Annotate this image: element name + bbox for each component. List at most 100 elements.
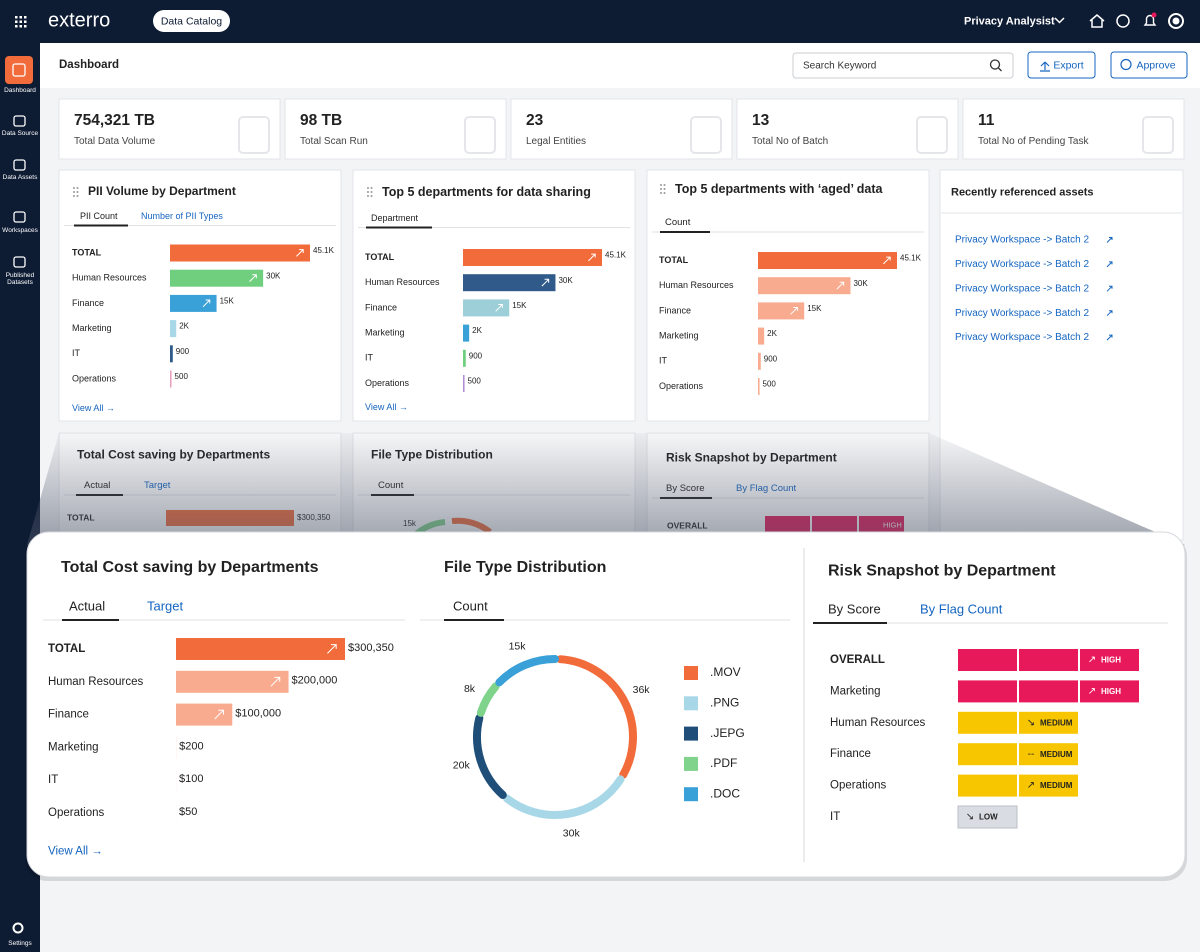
card-title: Top 5 departments with ‘aged’ data xyxy=(675,182,883,196)
risk-level: HIGH xyxy=(1101,687,1121,696)
category-label: Operations xyxy=(72,373,117,383)
sidebar-icon xyxy=(13,115,26,127)
donut-segment xyxy=(476,682,500,717)
tab[interactable]: Count xyxy=(665,217,691,228)
category-label: Marketing xyxy=(48,741,99,753)
kpi-label: Legal Entities xyxy=(526,136,586,147)
search-icon xyxy=(998,67,1002,72)
tab[interactable]: PII Count xyxy=(80,211,118,221)
asset-link[interactable]: Privacy Workspace -> Batch 2 xyxy=(955,332,1089,343)
bell-dot xyxy=(1151,12,1157,18)
search-placeholder: Search Keyword xyxy=(803,61,876,72)
sidebar-item[interactable]: Workspaces xyxy=(2,227,38,234)
risk-trend: ↘ xyxy=(966,812,974,823)
tab[interactable]: By Flag Count xyxy=(920,601,1003,616)
kpi-value: 11 xyxy=(978,112,995,129)
trend-icon xyxy=(214,709,224,720)
view-all-link[interactable]: View All → xyxy=(365,402,408,412)
tab[interactable]: Target xyxy=(147,598,184,613)
risk-bar xyxy=(958,711,1078,734)
legend-swatch xyxy=(684,787,698,802)
settings[interactable]: Settings xyxy=(8,940,32,947)
value-label: 900 xyxy=(469,351,483,360)
value-label: 45.1K xyxy=(900,254,922,263)
legend-swatch xyxy=(684,756,698,771)
asset-link[interactable]: Privacy Workspace -> Batch 2 xyxy=(955,235,1089,246)
bar xyxy=(176,670,289,693)
card-title: Total Cost saving by Departments xyxy=(61,559,319,576)
logo: exterro xyxy=(48,9,110,31)
apps-icon xyxy=(19,16,22,19)
risk-trend: ↗ xyxy=(1088,655,1096,666)
asset-link[interactable]: Privacy Workspace -> Batch 2 xyxy=(955,283,1089,294)
value-label: $50 xyxy=(179,806,197,818)
apps-icon xyxy=(15,20,18,23)
tab[interactable]: Number of PII Types xyxy=(141,211,223,221)
card-title: Top 5 departments for data sharing xyxy=(382,185,591,199)
user-menu[interactable]: Privacy Analysist xyxy=(964,15,1055,27)
bar xyxy=(463,375,465,392)
kpi-icon xyxy=(1142,116,1174,154)
view-all-link[interactable]: View All → xyxy=(72,403,115,413)
button[interactable] xyxy=(1110,51,1188,79)
asset-link[interactable]: Privacy Workspace -> Batch 2 xyxy=(955,308,1089,319)
trend-icon xyxy=(836,281,845,290)
category-label: Finance xyxy=(659,305,691,315)
drag-handle xyxy=(76,195,79,197)
apps-icon xyxy=(15,16,18,19)
avatar[interactable] xyxy=(1168,13,1184,29)
tab[interactable]: Count xyxy=(453,598,488,613)
tab[interactable]: Department xyxy=(371,213,419,223)
trend-icon xyxy=(1106,237,1113,243)
category-label: Finance xyxy=(48,709,89,721)
home-icon[interactable] xyxy=(1089,14,1105,28)
category-label: Operations xyxy=(365,378,410,388)
risk-bar xyxy=(958,774,1078,797)
bell-icon[interactable] xyxy=(1143,14,1157,26)
kpi-icon xyxy=(464,116,496,154)
drag-handle xyxy=(367,191,369,193)
bar xyxy=(758,352,761,370)
drag-handle xyxy=(367,195,369,197)
legend-swatch xyxy=(684,696,698,711)
view-all-link[interactable]: View All → xyxy=(48,846,103,858)
button-label[interactable]: Export xyxy=(1053,59,1083,71)
risk-trend: -- xyxy=(1028,749,1035,760)
button-label[interactable]: Approve xyxy=(1136,59,1175,71)
risk-level: MEDIUM xyxy=(1040,718,1073,727)
card-title: File Type Distribution xyxy=(444,559,606,576)
value-label: 2K xyxy=(472,326,482,335)
donut-segment xyxy=(556,655,637,779)
bar xyxy=(758,378,760,395)
value-label: $100,000 xyxy=(235,708,281,720)
card xyxy=(646,169,930,422)
risk-level: MEDIUM xyxy=(1040,781,1073,790)
trend-icon xyxy=(541,278,550,287)
kpi-icon xyxy=(690,116,722,154)
tab[interactable]: By Score xyxy=(828,601,881,616)
sidebar-item[interactable]: Data Assets xyxy=(2,174,38,181)
category-label: Marketing xyxy=(830,685,881,697)
category-label: Human Resources xyxy=(830,717,925,729)
sidebar-item[interactable]: Dashboard xyxy=(4,87,36,94)
trend-icon xyxy=(1106,261,1113,268)
drag-handle xyxy=(73,187,75,189)
sidebar-item[interactable]: Data Source xyxy=(1,130,39,137)
kpi-card xyxy=(736,98,959,160)
tab[interactable]: Actual xyxy=(69,598,105,613)
category-label: IT xyxy=(365,353,374,363)
trend-icon xyxy=(790,307,798,315)
asset-link[interactable]: Privacy Workspace -> Batch 2 xyxy=(955,259,1089,270)
card-title: Recently referenced assets xyxy=(951,186,1093,198)
category-label: Human Resources xyxy=(48,676,143,688)
search-box[interactable] xyxy=(792,52,1014,79)
legend-label: .PDF xyxy=(710,756,737,770)
export-icon xyxy=(1040,61,1050,72)
drag-handle xyxy=(73,195,75,197)
bar xyxy=(463,274,556,292)
sidebar-item[interactable]: Published Datasets xyxy=(5,272,35,286)
help-icon[interactable] xyxy=(1116,14,1130,28)
value-label: 45.1K xyxy=(605,251,627,260)
drag-handle xyxy=(76,187,79,189)
risk-segment xyxy=(1080,680,1139,703)
